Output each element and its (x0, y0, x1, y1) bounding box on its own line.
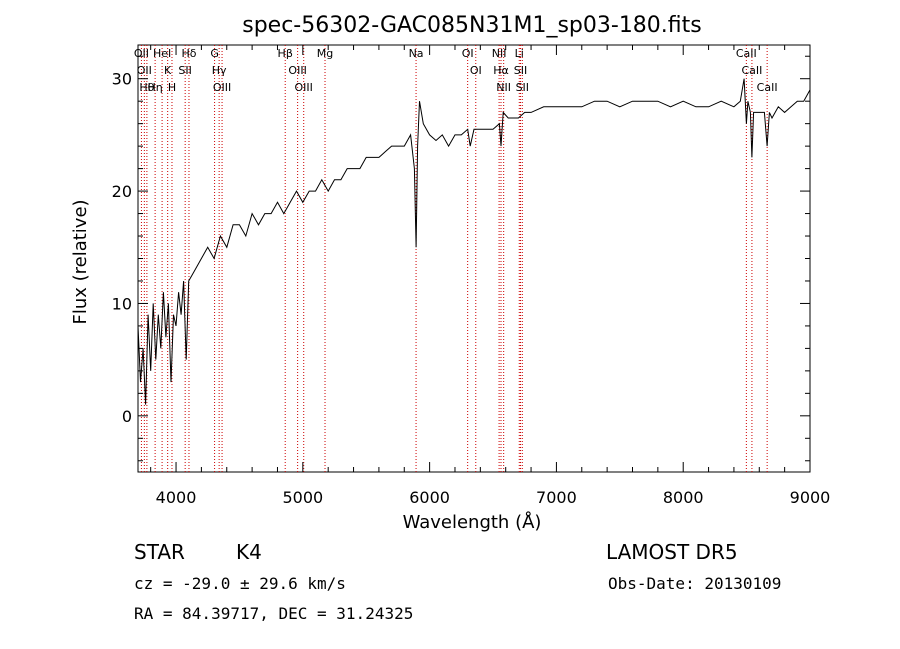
coordinates: RA = 84.39717, DEC = 31.24325 (134, 604, 414, 623)
x-tick-label: 5000 (282, 488, 323, 507)
x-axis-ticks: 4000 5000 6000 7000 8000 9000 (150, 45, 831, 507)
spectral-line-label: Hθ (139, 81, 154, 94)
spectral-line-label: NII (492, 47, 507, 60)
x-tick-label: 9000 (790, 488, 831, 507)
x-tick-label: 7000 (536, 488, 577, 507)
spectral-line-label: Hη (147, 81, 162, 94)
spectral-line-label: OIII (288, 64, 306, 77)
spectral-line-label: Mg (317, 47, 333, 60)
x-axis-label: Wavelength (Å) (403, 511, 542, 533)
spectral-line-label: CaII (757, 81, 778, 94)
spectral-line-label: OII (137, 64, 152, 77)
spectral-line-label: OII (134, 47, 149, 60)
x-tick-label: 4000 (156, 488, 197, 507)
redshift-info: cz = -29.0 ± 29.6 km/s (134, 574, 346, 593)
spectral-line-label: SII (178, 64, 191, 77)
object-subclass: K4 (236, 540, 262, 564)
y-tick-label: 30 (112, 70, 132, 89)
spectral-line-label: Li (515, 47, 524, 60)
survey-name: LAMOST DR5 (606, 540, 738, 564)
spectral-line-label: Hγ (212, 64, 227, 77)
spectral-line-label: G (210, 47, 219, 60)
y-tick-label: 10 (112, 294, 132, 313)
y-tick-label: 0 (122, 407, 132, 426)
obs-date: Obs-Date: 20130109 (608, 574, 782, 593)
x-tick-label: 6000 (409, 488, 450, 507)
spectral-line-label: NII (496, 81, 511, 94)
spectral-line-label: SII (514, 64, 527, 77)
y-tick-label: 20 (112, 182, 132, 201)
spectral-line-label: Na (409, 47, 424, 60)
object-class: STAR (134, 540, 185, 564)
spectral-line-label: OI (470, 64, 482, 77)
spectral-line-label: OI (462, 47, 474, 60)
spectral-line-label: SII (516, 81, 529, 94)
spectral-line-label: HeI (153, 47, 171, 60)
plot-frame (137, 44, 811, 473)
x-tick-label: 8000 (663, 488, 704, 507)
spectral-line-label: H (168, 81, 176, 94)
spectral-line-label: CaII (736, 47, 757, 60)
y-axis-label: Flux (relative) (70, 199, 91, 324)
spectral-line-label: K (164, 64, 172, 77)
spectral-line-label: Hβ (278, 47, 293, 60)
spectral-line-markers (140, 45, 768, 472)
chart-title: spec-56302-GAC085N31M1_sp03-180.fits (242, 13, 702, 38)
spectral-line-label: CaII (741, 64, 762, 77)
y-axis-ticks: 0 10 20 30 (112, 55, 810, 462)
spectral-line-label: Hα (493, 64, 509, 77)
spectral-line-label: OIII (295, 81, 313, 94)
spectral-line-label: Hδ (181, 47, 196, 60)
spectrum-series-line (137, 78, 811, 405)
spectral-line-label: OIII (213, 81, 231, 94)
